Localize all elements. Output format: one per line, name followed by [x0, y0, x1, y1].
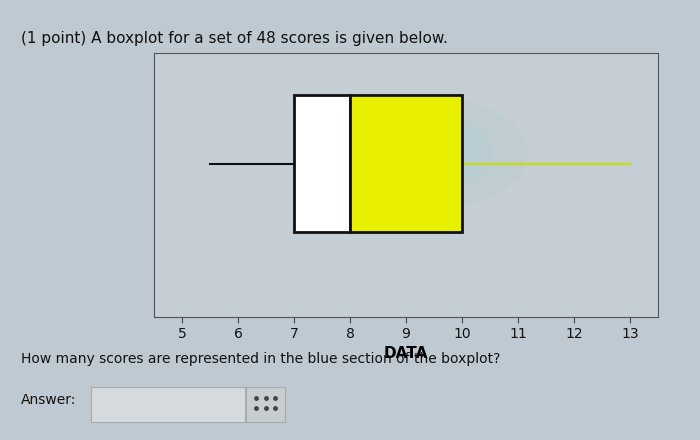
Bar	[350, 95, 462, 232]
Text: Answer:: Answer:	[21, 393, 76, 407]
Bar	[294, 95, 350, 232]
Circle shape	[376, 132, 456, 174]
Text: (1 point) A boxplot for a set of 48 scores is given below.: (1 point) A boxplot for a set of 48 scor…	[21, 31, 448, 46]
Text: How many scores are represented in the blue section of the boxplot?: How many scores are represented in the b…	[21, 352, 500, 366]
Circle shape	[305, 95, 527, 211]
X-axis label: DATA: DATA	[384, 346, 428, 361]
Circle shape	[340, 114, 491, 193]
